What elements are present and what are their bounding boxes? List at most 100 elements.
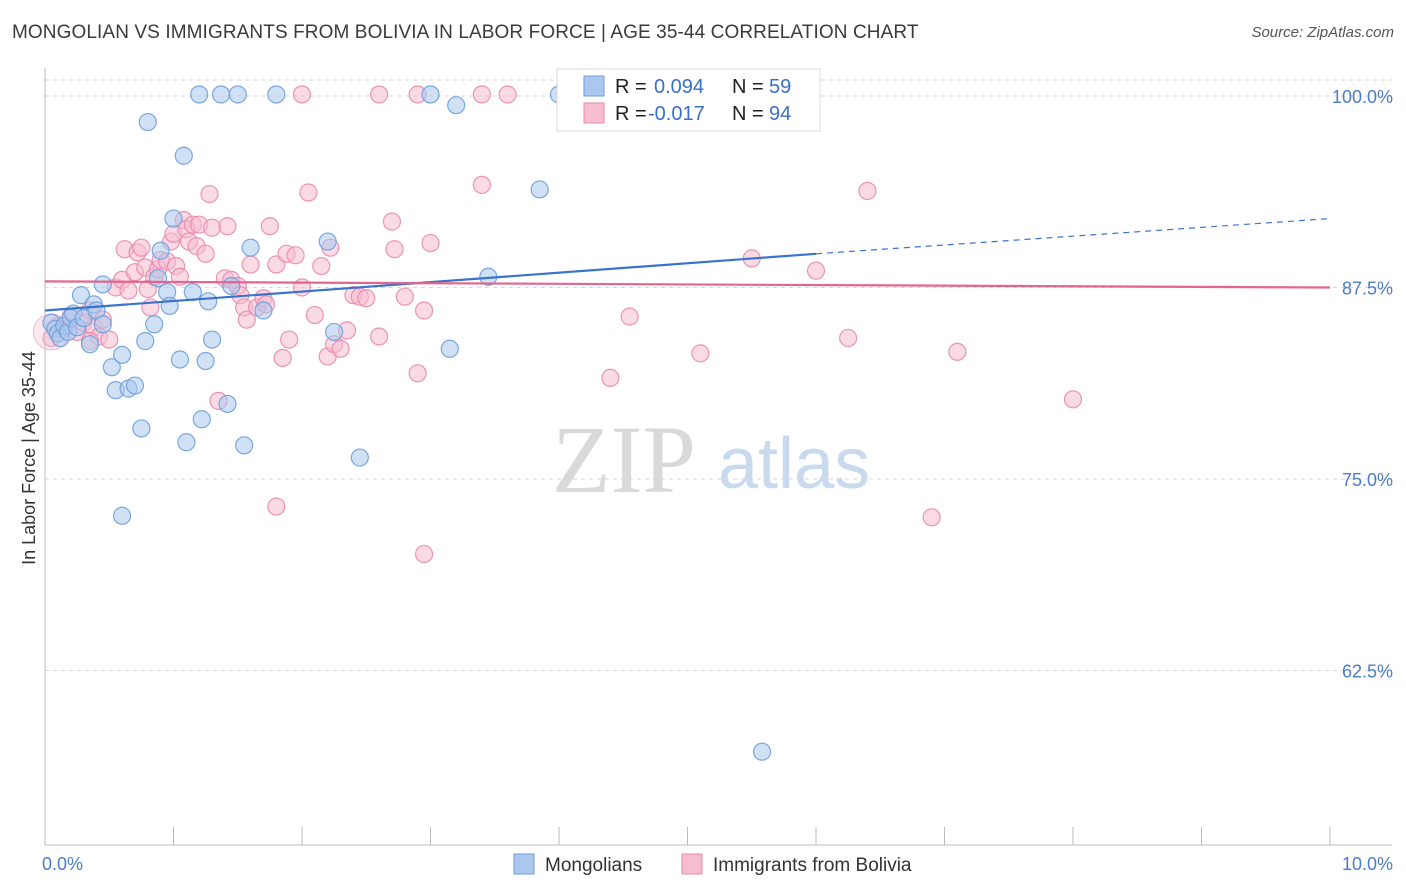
bolivia-n-value: 94	[769, 103, 791, 125]
bolivia-point-14	[119, 281, 138, 300]
mongolian-point-9	[71, 286, 91, 305]
mongolian-point-24	[145, 315, 164, 334]
bolivia-point-35	[196, 244, 215, 263]
bolivia-point-88	[267, 497, 286, 516]
mongolian-point-26	[151, 241, 170, 260]
mongolians-n-label: N =	[732, 76, 764, 98]
mongolian-point-15	[93, 275, 112, 294]
mongolian-point-45	[254, 301, 273, 320]
mongolian-point-52	[447, 96, 466, 115]
bolivia-point-84	[1063, 390, 1083, 409]
mongolian-point-35	[192, 410, 211, 429]
bolivia-point-45	[237, 310, 256, 329]
mongolian-point-33	[183, 282, 202, 302]
bolivia-point-78	[620, 307, 639, 326]
mongolian-points	[42, 85, 772, 761]
bolivia-point-50	[260, 217, 279, 236]
mongolian-point-38	[202, 330, 222, 349]
mongolian-point-57	[112, 506, 132, 525]
mongolian-point-40	[218, 394, 237, 414]
bolivia-point-37	[202, 218, 222, 237]
y-tick-label-2: 75.0%	[1342, 470, 1393, 490]
mongolian-point-16	[102, 358, 121, 377]
mongolian-point-58	[752, 742, 772, 761]
bolivia-point-89	[414, 544, 434, 564]
watermark-atlas: atlas	[718, 424, 870, 504]
bolivia-point-59	[312, 256, 331, 276]
x-tick-label-1: 10.0%	[1342, 854, 1393, 874]
bolivia-point-82	[839, 328, 858, 348]
mongolian-point-21	[132, 419, 151, 438]
y-tick-label-1: 87.5%	[1342, 279, 1393, 299]
mongolian-point-37	[199, 292, 218, 311]
mongolian-point-34	[190, 85, 209, 104]
y-tick-label-3: 62.5%	[1342, 662, 1393, 682]
mongolian-point-46	[267, 85, 286, 104]
bolivia-point-36	[200, 184, 219, 204]
x-tick-label-0: 0.0%	[42, 854, 83, 874]
bolivia-point-69	[382, 212, 402, 231]
trend-lines	[44, 217, 1331, 312]
y-tick-labels: 100.0% 87.5% 75.0% 62.5%	[1332, 87, 1393, 682]
mongolian-point-47	[318, 232, 337, 251]
bolivia-point-70	[385, 240, 404, 259]
bolivia-point-54	[280, 330, 299, 349]
bolivia-point-71	[395, 287, 414, 306]
bolivia-point-58	[305, 305, 324, 325]
bolivia-point-73	[414, 301, 434, 320]
x-tick-labels: 0.0% 10.0%	[42, 854, 1393, 874]
bolivia-point-83	[948, 342, 967, 361]
mongolian-point-23	[138, 112, 157, 132]
bolivia-point-75	[472, 85, 491, 104]
bolivia-point-55	[286, 246, 305, 265]
y-axis-title: In Labor Force | Age 35-44	[19, 351, 39, 565]
mongolian-point-36	[196, 351, 215, 371]
mongolian-point-39	[211, 85, 231, 104]
bolivia-point-10	[100, 330, 119, 349]
legend-mongolians-swatch	[513, 853, 535, 875]
mongolians-r-value: 0.094	[654, 76, 704, 98]
mongolian-point-31	[174, 146, 193, 165]
stats-legend: R = 0.094 N = 59 R = -0.017 N = 94	[556, 68, 821, 132]
mongolian-point-49	[350, 448, 369, 467]
mongolian-point-41	[222, 276, 241, 296]
mongolian-point-30	[170, 350, 190, 369]
bolivia-point-85	[292, 85, 312, 104]
bolivia-trend-line	[44, 280, 1331, 289]
bolivia-r-label: R =	[615, 103, 647, 125]
mongolian-point-20	[125, 376, 145, 395]
bolivia-r-value: -0.017	[648, 103, 705, 125]
bolivia-point-72	[408, 364, 427, 383]
bolivia-point-67	[357, 289, 376, 308]
bolivia-point-52	[273, 348, 292, 368]
bolivia-point-76	[498, 85, 517, 104]
mongolian-point-42	[228, 85, 247, 104]
mongolians-trend-extension	[815, 217, 1331, 255]
chart-title: MONGOLIAN VS IMMIGRANTS FROM BOLIVIA IN …	[12, 22, 919, 43]
bolivia-point-63	[331, 339, 350, 358]
bolivia-point-91	[858, 181, 877, 201]
mongolian-point-51	[440, 339, 459, 358]
bolivia-point-81	[806, 261, 826, 280]
bolivia-point-92	[922, 508, 941, 527]
mongolian-point-22	[136, 332, 155, 351]
mongolian-point-48	[325, 322, 344, 342]
mongolian-point-11	[80, 335, 100, 354]
mongolians-n-value: 59	[769, 76, 791, 98]
bolivia-point-68	[370, 327, 389, 346]
bolivia-n-label: N =	[732, 103, 764, 125]
watermark-zip: ZIP	[552, 406, 696, 513]
gridlines	[45, 79, 1392, 671]
mongolian-point-44	[241, 238, 260, 257]
legend-bolivia-label: Immigrants from Bolivia	[713, 855, 912, 876]
mongolian-point-14	[93, 315, 112, 334]
bolivia-point-46	[241, 255, 260, 274]
mongolian-point-18	[112, 345, 132, 365]
mongolian-point-43	[235, 436, 254, 455]
mongolians-r-label: R =	[615, 76, 647, 98]
bolivia-point-74	[421, 233, 440, 253]
mongolian-point-29	[164, 209, 183, 228]
mongolian-point-54	[530, 180, 549, 199]
legend-bolivia-swatch	[681, 853, 703, 875]
